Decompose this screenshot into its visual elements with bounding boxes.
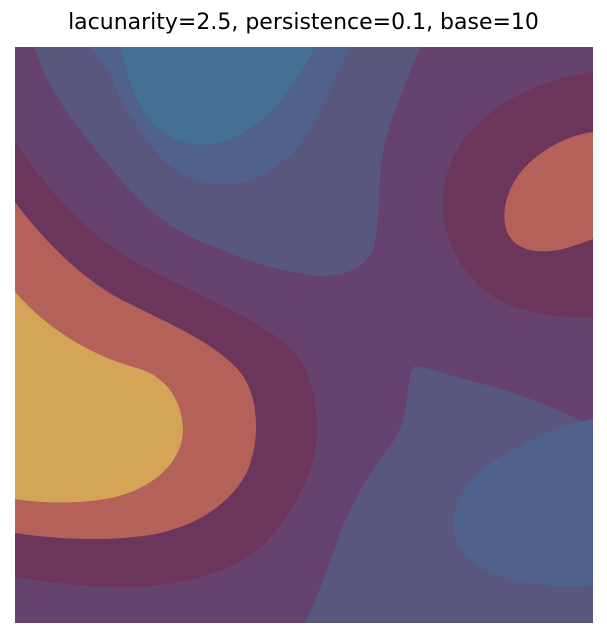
contour-lower-right-blue: [453, 419, 593, 587]
plot-title: lacunarity=2.5, persistence=0.1, base=10: [68, 10, 539, 35]
contour-right-salmon: [504, 132, 593, 252]
contour-band-teal: [120, 47, 315, 145]
contour-canvas: [15, 47, 593, 623]
noise-contour-plot: [15, 47, 593, 623]
contour-bottom-strip: [15, 577, 305, 623]
contour-left-yellow: [15, 292, 183, 503]
